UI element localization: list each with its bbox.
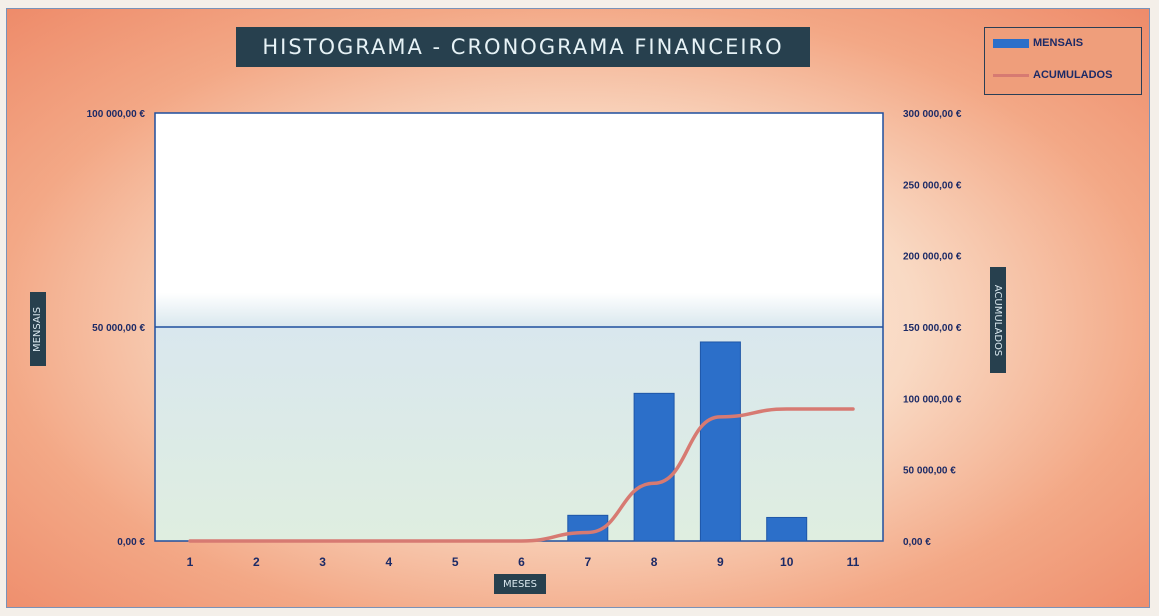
x-axis-label: MESES xyxy=(494,574,546,594)
x-tick-8: 8 xyxy=(651,555,658,569)
y-tick-right-3: 150 000,00 € xyxy=(903,323,962,334)
x-tick-4: 4 xyxy=(386,555,393,569)
legend-swatch-acumulados xyxy=(993,73,1029,77)
series-line-acumulados xyxy=(188,407,855,543)
legend-item-acumulados: ACUMULADOS xyxy=(993,66,1112,84)
x-tick-1: 1 xyxy=(187,555,194,569)
y-tick-left-2: 100 000,00 € xyxy=(87,109,146,120)
bar-7 xyxy=(567,514,609,542)
y-axis-left-label: MENSAIS xyxy=(30,292,46,366)
bar-10 xyxy=(766,516,808,542)
y-tick-left-1: 50 000,00 € xyxy=(92,323,145,334)
bar-9 xyxy=(699,341,741,542)
y-tick-right-0: 0,00 € xyxy=(903,537,931,548)
y-tick-right-6: 300 000,00 € xyxy=(903,109,962,120)
x-tick-2: 2 xyxy=(253,555,260,569)
x-tick-5: 5 xyxy=(452,555,459,569)
chart-legend: MENSAIS ACUMULADOS xyxy=(984,27,1142,95)
legend-swatch-mensais xyxy=(993,38,1029,48)
y-tick-right-4: 200 000,00 € xyxy=(903,252,962,263)
legend-label-mensais: MENSAIS xyxy=(1033,37,1084,49)
legend-item-mensais: MENSAIS xyxy=(993,34,1083,52)
y-axis-right-label: ACUMULADOS xyxy=(990,267,1006,373)
y-tick-right-1: 50 000,00 € xyxy=(903,466,956,477)
y-tick-right-2: 100 000,00 € xyxy=(903,394,962,405)
legend-label-acumulados: ACUMULADOS xyxy=(1033,69,1113,81)
x-tick-3: 3 xyxy=(319,555,326,569)
y-tick-left-0: 0,00 € xyxy=(117,537,145,548)
x-tick-6: 6 xyxy=(518,555,525,569)
x-tick-10: 10 xyxy=(780,555,794,569)
bar-8 xyxy=(633,392,675,542)
x-tick-7: 7 xyxy=(584,555,591,569)
y-tick-right-5: 250 000,00 € xyxy=(903,180,962,191)
x-tick-11: 11 xyxy=(847,555,860,569)
x-tick-9: 9 xyxy=(717,555,724,569)
chart-title: HISTOGRAMA - CRONOGRAMA FINANCEIRO xyxy=(236,27,810,67)
